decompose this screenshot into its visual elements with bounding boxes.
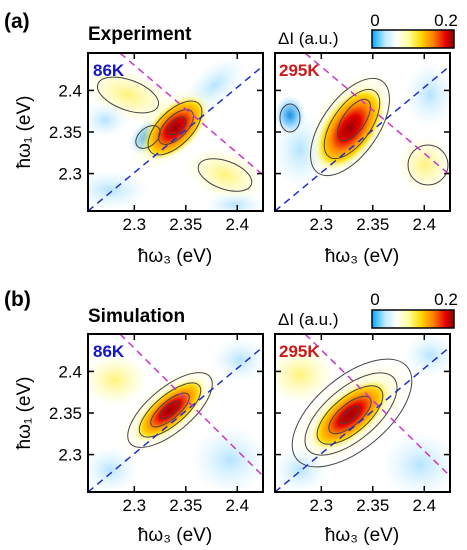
y-tick-label-exp-86k-1: 2.35 <box>49 123 82 142</box>
heatmap-exp-86k <box>88 53 263 211</box>
x-tick-label-sim-295k-1: 2.35 <box>356 496 389 515</box>
panel-b-letter: (b) <box>4 288 31 311</box>
x-tick-label-exp-295k-0: 2.3 <box>310 215 334 234</box>
y-tick-label-sim-86k-1: 2.35 <box>49 404 82 423</box>
y-tick-label-sim-86k-2: 2.4 <box>58 362 82 381</box>
y-tick-label-exp-86k-2: 2.4 <box>58 81 82 100</box>
x-tick-label-sim-295k-0: 2.3 <box>310 496 334 515</box>
temp-label-exp-295k: 295K <box>279 61 320 80</box>
temp-label-sim-295k: 295K <box>279 342 320 361</box>
x-tick-label-sim-86k-0: 2.3 <box>123 496 147 515</box>
colorbar-label-a: ΔI (a.u.) <box>278 29 338 48</box>
temp-label-sim-86k: 86K <box>93 342 125 361</box>
y-axis-label-a: ħω₁ (eV) <box>14 96 35 169</box>
heatmap-sim-86k <box>88 334 263 492</box>
x-tick-label-exp-86k-0: 2.3 <box>123 215 147 234</box>
panel-a-letter: (a) <box>4 10 30 33</box>
x-tick-label-exp-86k-1: 2.35 <box>169 215 202 234</box>
x-tick-label-exp-86k-2: 2.4 <box>225 215 249 234</box>
colorbar-tick-min-b: 0 <box>370 290 379 309</box>
heatmap-exp-295k <box>275 53 450 211</box>
temp-label-exp-86k: 86K <box>93 61 125 80</box>
x-axis-label-sim-295k: ħω₃ (eV) <box>325 525 399 546</box>
panel-b-title: Simulation <box>88 306 185 327</box>
axis-ticks: 2.3 2.35 2.4 2.3 2.35 2.4 2.3 2.35 2.4 2.3 2.35 2.4… <box>49 53 450 515</box>
colorbar-tick-max-a: 0.2 <box>434 11 458 30</box>
x-tick-label-sim-295k-2: 2.4 <box>412 496 436 515</box>
colorbar-label-b: ΔI (a.u.) <box>278 310 338 329</box>
y-tick-label-exp-86k-0: 2.3 <box>58 165 82 184</box>
y-tick-label-sim-86k-0: 2.3 <box>58 446 82 465</box>
heatmap-sim-295k <box>275 334 450 492</box>
x-tick-label-exp-295k-2: 2.4 <box>412 215 436 234</box>
x-axis-label-exp-86k: ħω₃ (eV) <box>138 246 212 267</box>
colorbar-tick-max-b: 0.2 <box>434 290 458 309</box>
x-tick-label-sim-86k-1: 2.35 <box>169 496 202 515</box>
y-axis-label-b: ħω₁ (eV) <box>14 377 35 450</box>
panel-a-title: Experiment <box>88 24 192 45</box>
colorbar-b <box>371 309 455 329</box>
x-tick-label-exp-295k-1: 2.35 <box>356 215 389 234</box>
colorbar-a <box>371 29 455 49</box>
x-axis-label-exp-295k: ħω₃ (eV) <box>325 246 399 267</box>
x-tick-label-sim-86k-2: 2.4 <box>225 496 249 515</box>
x-axis-label-sim-86k: ħω₃ (eV) <box>138 525 212 546</box>
colorbar-tick-min-a: 0 <box>370 11 379 30</box>
